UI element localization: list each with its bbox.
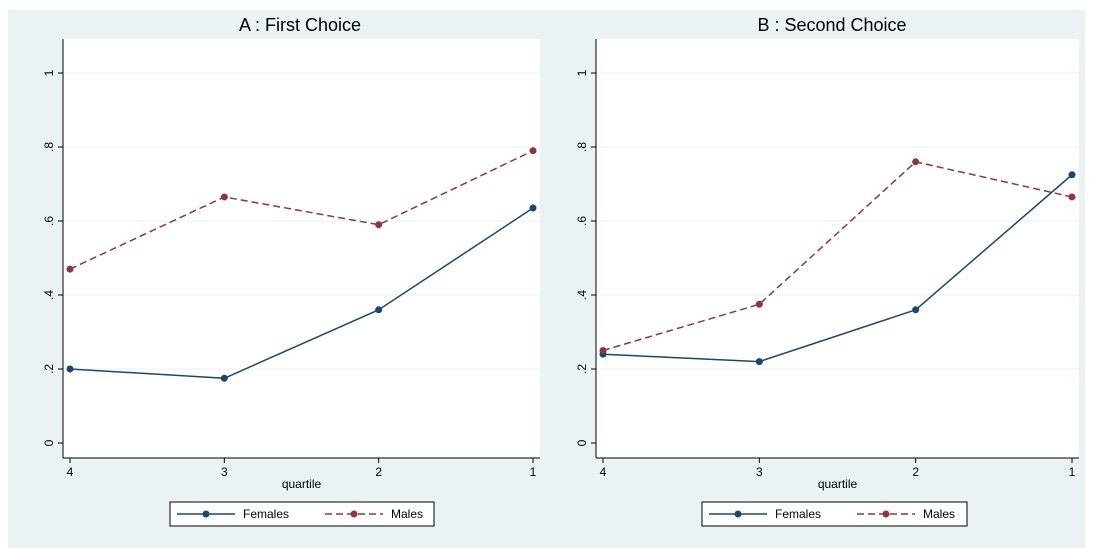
y-tick-label: .2 <box>575 364 589 374</box>
plot-area <box>63 39 540 458</box>
legend-key-marker <box>734 510 742 518</box>
x-axis-title: quartile <box>282 477 322 491</box>
y-tick-label: .4 <box>42 290 56 300</box>
panel-title: A : First Choice <box>239 15 361 35</box>
legend-label: Males <box>923 507 955 521</box>
legend-box <box>169 501 435 527</box>
x-tick-label: 1 <box>530 465 537 479</box>
data-point-females <box>66 365 74 373</box>
y-tick-label: .2 <box>42 364 56 374</box>
x-tick-label: 2 <box>375 465 382 479</box>
data-point-females <box>912 306 920 314</box>
y-tick-label: 0 <box>575 439 589 446</box>
legend-label: Females <box>775 507 821 521</box>
x-tick-label: 2 <box>912 465 919 479</box>
chart-panel-b: 0 .2 .4 .6 .8 1 4 3 2 1 quartile B : Second Choice F… <box>553 10 1085 548</box>
chart-panel-a: 0 .2 .4 .6 .8 1 4 3 2 1 quartile A : First Choice Fe… <box>8 10 553 548</box>
series-line-females <box>69 207 534 380</box>
y-tick-label: .8 <box>575 142 589 152</box>
x-tick-label: 3 <box>221 465 228 479</box>
x-tick-label: 3 <box>756 465 763 479</box>
data-point-females <box>755 358 763 366</box>
data-point-males <box>912 158 920 166</box>
legend-key-marker <box>350 510 358 518</box>
x-tick-label: 4 <box>67 465 74 479</box>
data-point-males <box>1068 193 1076 201</box>
series-line-females <box>602 174 1073 363</box>
y-tick-label: .4 <box>575 290 589 300</box>
data-point-females <box>1068 171 1076 179</box>
x-tick-label: 1 <box>1069 465 1076 479</box>
legend-key-marker <box>882 510 890 518</box>
y-tick-label: .6 <box>575 216 589 226</box>
data-point-males <box>529 147 537 155</box>
series-line-males <box>602 160 1073 352</box>
x-axis-title: quartile <box>818 477 858 491</box>
y-tick-label: .8 <box>42 142 56 152</box>
y-tick-label: 0 <box>42 439 56 446</box>
y-tick-label: 1 <box>575 69 589 76</box>
data-point-females <box>529 204 537 212</box>
data-point-males <box>755 300 763 308</box>
legend-label: Males <box>391 507 423 521</box>
legend-label: Females <box>243 507 289 521</box>
data-point-males <box>599 347 607 354</box>
data-point-males <box>375 221 383 229</box>
plot-area <box>596 39 1079 458</box>
y-tick-label: 1 <box>42 69 56 76</box>
data-point-females <box>220 374 228 382</box>
legend: Females Males <box>701 501 968 527</box>
x-tick-label: 4 <box>600 465 607 479</box>
series-line-males <box>69 150 534 270</box>
legend-key-marker <box>202 510 210 518</box>
data-point-males <box>220 193 228 201</box>
legend: Females Males <box>169 501 435 527</box>
y-tick-label: .6 <box>42 216 56 226</box>
panel-title: B : Second Choice <box>757 15 906 35</box>
data-point-females <box>375 306 383 314</box>
data-point-males <box>66 265 74 273</box>
